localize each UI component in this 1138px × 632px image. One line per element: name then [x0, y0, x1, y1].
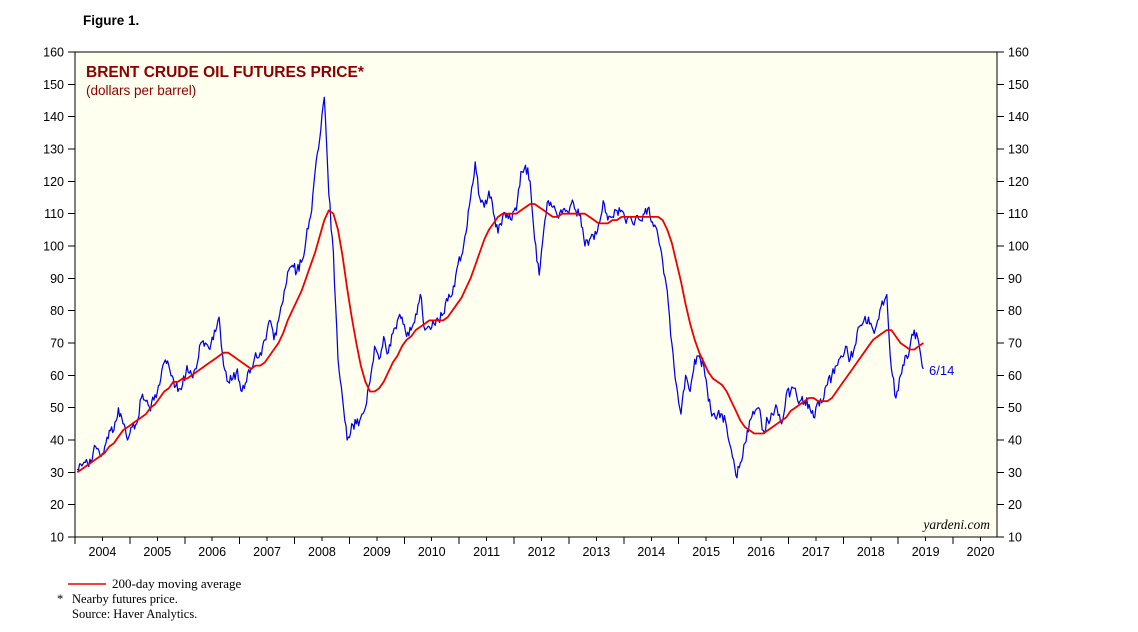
x-axis-label: 2018	[857, 545, 885, 559]
x-axis-label: 2009	[363, 545, 391, 559]
x-axis-label: 2013	[582, 545, 610, 559]
watermark-yardeni: yardeni.com	[921, 517, 990, 532]
y-axis-label-right: 70	[1008, 337, 1022, 351]
y-axis-label-right: 40	[1008, 434, 1022, 448]
x-axis-label: 2014	[637, 545, 665, 559]
y-axis-label-right: 110	[1008, 207, 1028, 221]
y-axis-label-left: 150	[43, 78, 64, 92]
y-axis-label-left: 130	[43, 143, 64, 157]
y-axis-label-right: 20	[1008, 498, 1022, 512]
x-axis-label: 2005	[143, 545, 171, 559]
x-axis-label: 2020	[967, 545, 995, 559]
y-axis-label-left: 80	[50, 304, 64, 318]
x-axis-label: 2004	[89, 545, 117, 559]
x-axis-label: 2011	[473, 545, 500, 559]
y-axis-label-right: 80	[1008, 304, 1022, 318]
y-axis-label-left: 90	[50, 272, 64, 286]
footnote-note: Nearby futures price.	[72, 592, 178, 606]
y-axis-label-right: 30	[1008, 466, 1022, 480]
x-axis-label: 2015	[692, 545, 720, 559]
y-axis-label-left: 50	[50, 401, 64, 415]
figure-label: Figure 1.	[83, 13, 139, 28]
chart-title: BRENT CRUDE OIL FUTURES PRICE*	[86, 64, 365, 81]
y-axis-label-right: 60	[1008, 369, 1022, 383]
y-axis-label-right: 150	[1008, 78, 1029, 92]
x-axis-label: 2012	[528, 545, 556, 559]
x-axis-label: 2019	[912, 545, 940, 559]
y-axis-label-left: 30	[50, 466, 64, 480]
footnote-marker: *	[57, 592, 63, 606]
y-axis-label-left: 110	[44, 207, 64, 221]
plot-area	[74, 51, 998, 538]
y-axis-label-left: 60	[50, 369, 64, 383]
y-axis-label-left: 20	[50, 498, 64, 512]
last-date-annotation: 6/14	[929, 363, 954, 378]
y-axis-label-left: 160	[43, 46, 64, 60]
y-axis-label-left: 70	[50, 337, 64, 351]
y-axis-label-left: 120	[43, 175, 64, 189]
y-axis-label-right: 100	[1008, 240, 1029, 254]
x-axis-label: 2017	[802, 545, 830, 559]
footnote-source: Source: Haver Analytics.	[72, 607, 197, 621]
y-axis-label-right: 90	[1008, 272, 1022, 286]
x-axis-label: 2010	[418, 545, 446, 559]
x-axis-label: 2006	[198, 545, 226, 559]
y-axis-label-right: 140	[1008, 110, 1029, 124]
y-axis-label-right: 10	[1008, 531, 1022, 545]
legend-ma-label: 200-day moving average	[112, 576, 241, 591]
y-axis-label-left: 140	[43, 110, 64, 124]
moving-average-line	[76, 203, 924, 474]
y-axis-label-left: 40	[50, 434, 64, 448]
y-axis-label-right: 160	[1008, 46, 1029, 60]
x-axis-label: 2007	[253, 545, 281, 559]
x-axis-label: 2016	[747, 545, 775, 559]
y-axis-label-right: 50	[1008, 401, 1022, 415]
y-axis-label-left: 10	[50, 531, 64, 545]
futures-price-line	[76, 96, 924, 479]
y-axis-label-right: 130	[1008, 143, 1029, 157]
y-axis-label-left: 100	[43, 240, 64, 254]
x-axis-label: 2008	[308, 545, 336, 559]
y-axis-label-right: 120	[1008, 175, 1029, 189]
chart-subtitle: (dollars per barrel)	[86, 83, 196, 98]
